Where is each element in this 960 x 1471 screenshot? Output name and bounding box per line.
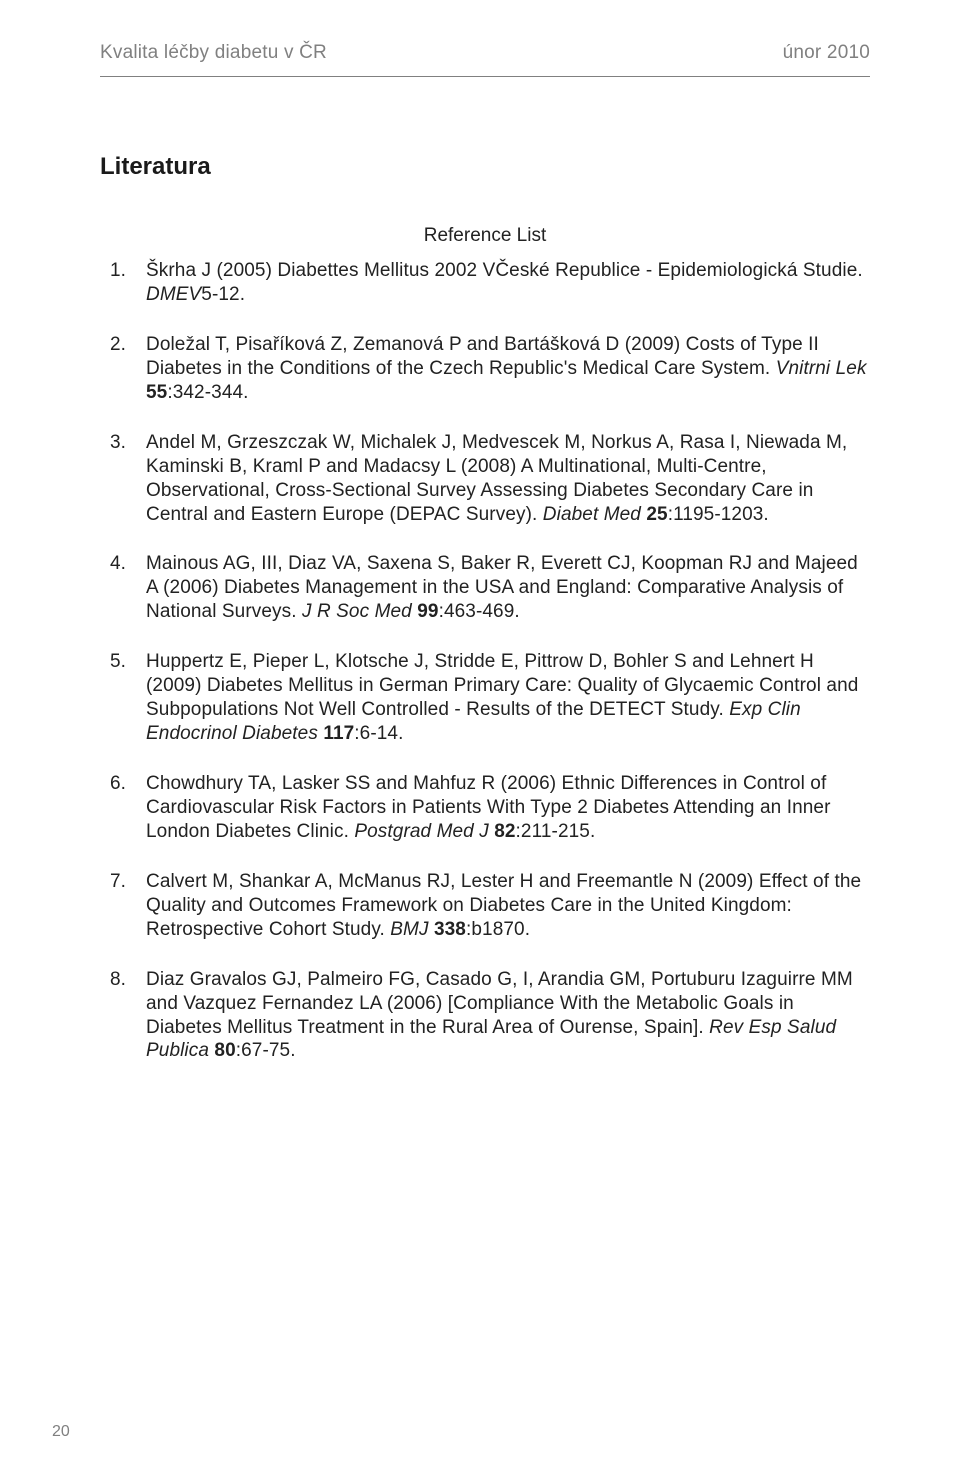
section-title: Literatura — [100, 153, 870, 181]
header-rule — [100, 76, 870, 77]
reference-item: Mainous AG, III, Diaz VA, Saxena S, Bake… — [100, 552, 870, 624]
reference-locator: :463-469. — [439, 601, 520, 622]
reference-locator: :b1870. — [466, 919, 530, 940]
reference-journal: J R Soc Med — [302, 601, 417, 622]
reference-locator: :6-14. — [354, 723, 403, 744]
page-header: Kvalita léčby diabetu v ČR únor 2010 — [100, 42, 870, 74]
reference-text: Doležal T, Pisaříková Z, Zemanová P and … — [146, 334, 819, 379]
header-right: únor 2010 — [783, 42, 870, 64]
reference-text: Škrha J (2005) Diabettes Mellitus 2002 V… — [146, 260, 863, 281]
reference-item: Huppertz E, Pieper L, Klotsche J, Stridd… — [100, 650, 870, 746]
reference-volume: 82 — [494, 821, 515, 842]
reference-volume: 117 — [323, 723, 354, 744]
reference-item: Doležal T, Pisaříková Z, Zemanová P and … — [100, 333, 870, 405]
reference-locator: :342-344. — [167, 382, 248, 403]
reference-volume: 80 — [214, 1040, 235, 1061]
reference-item: Diaz Gravalos GJ, Palmeiro FG, Casado G,… — [100, 968, 870, 1064]
reference-journal: BMJ — [390, 919, 434, 940]
reference-item: Calvert M, Shankar A, McManus RJ, Lester… — [100, 870, 870, 942]
reference-volume: 55 — [146, 382, 167, 403]
page-number: 20 — [52, 1423, 70, 1441]
reference-locator: :1195-1203. — [668, 504, 769, 525]
reference-volume: 25 — [646, 504, 667, 525]
header-left: Kvalita léčby diabetu v ČR — [100, 42, 327, 64]
reference-item: Andel M, Grzeszczak W, Michalek J, Medve… — [100, 431, 870, 527]
reference-list: Škrha J (2005) Diabettes Mellitus 2002 V… — [100, 259, 870, 1063]
reference-journal: Postgrad Med J — [354, 821, 494, 842]
reference-journal: Diabet Med — [543, 504, 647, 525]
reference-locator: 5-12. — [201, 284, 245, 305]
reference-locator: :67-75. — [236, 1040, 296, 1061]
reference-volume: 99 — [417, 601, 438, 622]
reference-item: Chowdhury TA, Lasker SS and Mahfuz R (20… — [100, 772, 870, 844]
reference-item: Škrha J (2005) Diabettes Mellitus 2002 V… — [100, 259, 870, 307]
reference-journal: DMEV — [146, 284, 201, 305]
reference-journal: Vnitrni Lek — [776, 358, 867, 379]
reference-volume: 338 — [434, 919, 466, 940]
reference-locator: :211-215. — [516, 821, 596, 842]
reference-list-title: Reference List — [100, 225, 870, 247]
